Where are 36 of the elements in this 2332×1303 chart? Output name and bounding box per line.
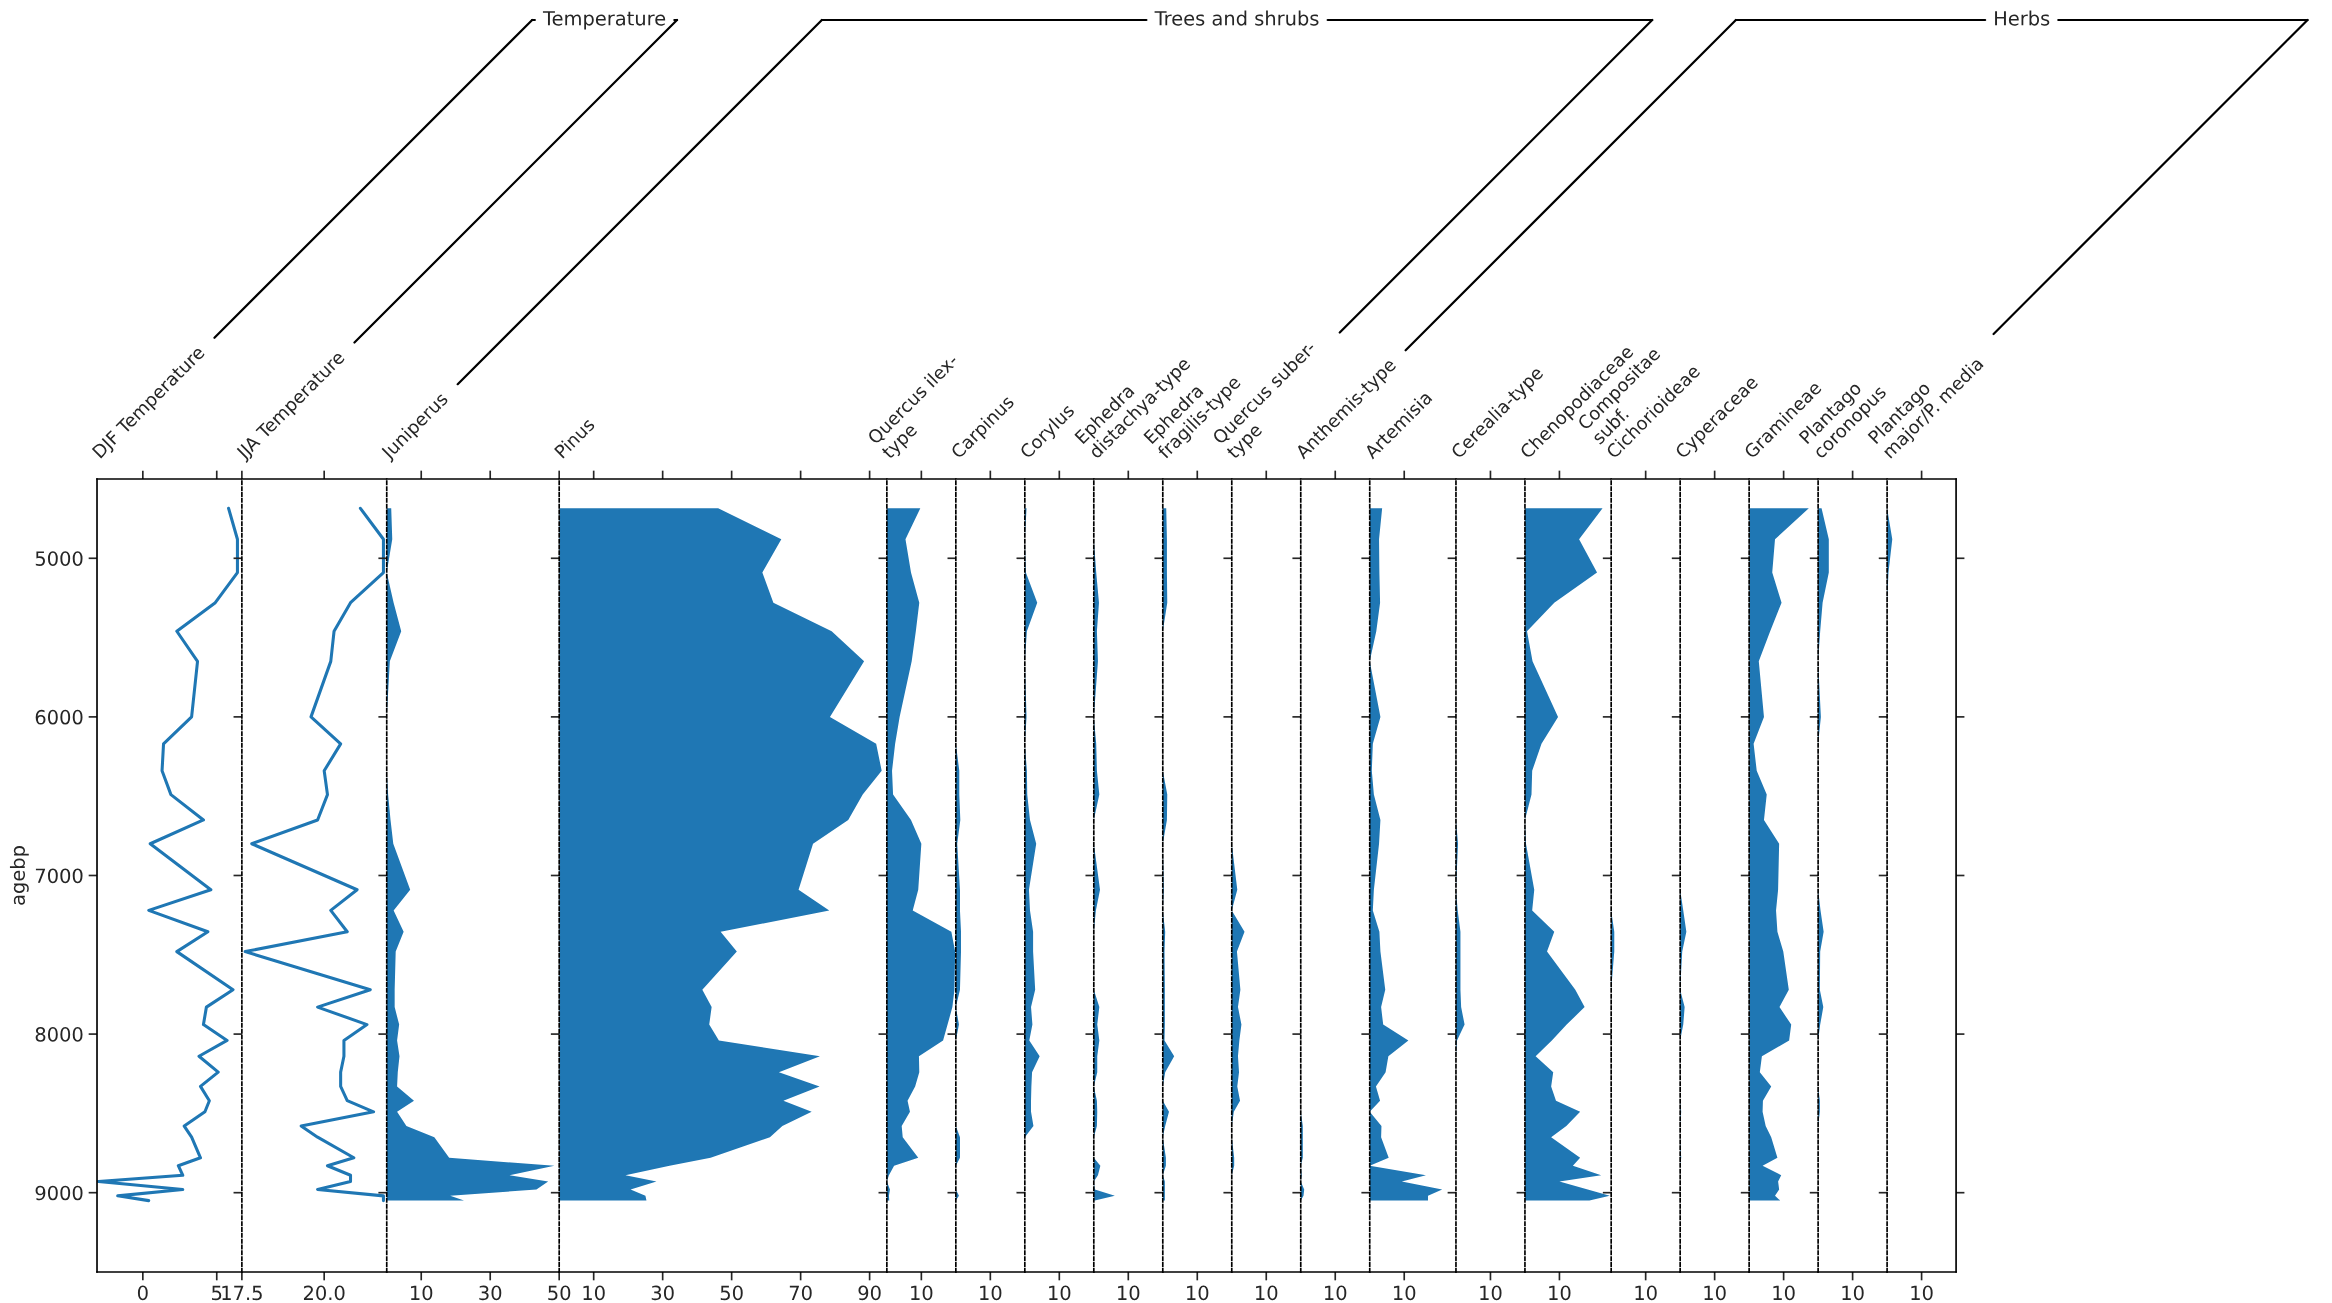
x-tick-label: 30 [479,1285,502,1301]
y-tick-label: 7000 [35,868,83,884]
x-tick-label: 10 [1118,1285,1140,1301]
y-tick-label: 5000 [35,551,83,566]
x-tick-label: 10 [1480,1285,1502,1301]
x-tick-label: 10 [1325,1285,1347,1301]
x-tick-label: 10 [1704,1285,1726,1301]
y-tick-label: 8000 [35,1027,83,1042]
x-tick-label: 17.5 [222,1285,262,1301]
x-tick-label: 10 [980,1285,1002,1301]
x-tick-label: 10 [1049,1285,1071,1301]
x-tick-label: 20.0 [303,1285,345,1301]
x-tick-label: 50 [720,1285,743,1301]
x-tick-label: 10 [1393,1285,1416,1301]
x-tick-label: 70 [789,1285,812,1301]
x-tick-label: 50 [548,1285,571,1301]
x-tick-label: 10 [911,1285,933,1301]
x-tick-label: 10 [410,1285,433,1301]
x-tick-label: 10 [1773,1285,1795,1301]
x-tick-label: 10 [1256,1285,1278,1301]
x-tick-label: 10 [1635,1285,1657,1301]
text: Trees and shrubs [1154,10,1319,26]
x-tick-label: 10 [1187,1285,1209,1301]
y-axis-title: agebp [9,846,29,905]
x-tick-label: 10 [1842,1285,1864,1301]
y-tick-label: 9000 [35,1185,83,1201]
x-tick-label: 30 [651,1285,674,1301]
x-tick-label: 10 [1549,1285,1571,1301]
y-tick-label: 6000 [35,709,83,725]
text: Herbs [1995,10,2050,26]
x-tick-label: 90 [858,1285,881,1301]
text: Temperature [542,11,666,30]
x-tick-label: 10 [1911,1285,1933,1301]
x-tick-label: 0 [137,1285,148,1301]
x-tick-label: 10 [583,1285,605,1301]
x-tick-label: 5 [212,1285,222,1301]
